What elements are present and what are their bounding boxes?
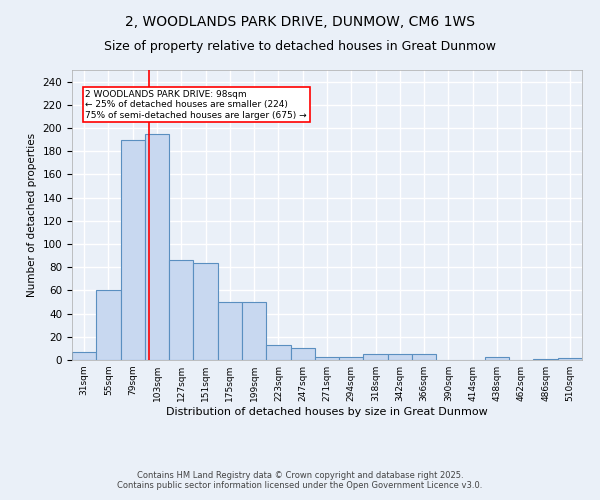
Bar xyxy=(96,290,121,360)
Bar xyxy=(72,352,96,360)
Bar xyxy=(290,348,315,360)
Bar xyxy=(193,262,218,360)
Bar xyxy=(339,356,364,360)
Bar xyxy=(218,302,242,360)
Bar xyxy=(169,260,193,360)
Bar xyxy=(145,134,169,360)
Bar xyxy=(266,345,290,360)
Text: 2 WOODLANDS PARK DRIVE: 98sqm
← 25% of detached houses are smaller (224)
75% of : 2 WOODLANDS PARK DRIVE: 98sqm ← 25% of d… xyxy=(85,90,307,120)
Bar xyxy=(364,354,388,360)
Bar xyxy=(558,358,582,360)
Text: Contains HM Land Registry data © Crown copyright and database right 2025.
Contai: Contains HM Land Registry data © Crown c… xyxy=(118,470,482,490)
Bar xyxy=(242,302,266,360)
X-axis label: Distribution of detached houses by size in Great Dunmow: Distribution of detached houses by size … xyxy=(166,407,488,417)
Bar xyxy=(412,354,436,360)
Y-axis label: Number of detached properties: Number of detached properties xyxy=(27,133,37,297)
Text: Size of property relative to detached houses in Great Dunmow: Size of property relative to detached ho… xyxy=(104,40,496,53)
Bar xyxy=(315,356,339,360)
Bar xyxy=(485,356,509,360)
Bar xyxy=(533,359,558,360)
Text: 2, WOODLANDS PARK DRIVE, DUNMOW, CM6 1WS: 2, WOODLANDS PARK DRIVE, DUNMOW, CM6 1WS xyxy=(125,15,475,29)
Bar xyxy=(388,354,412,360)
Bar xyxy=(121,140,145,360)
